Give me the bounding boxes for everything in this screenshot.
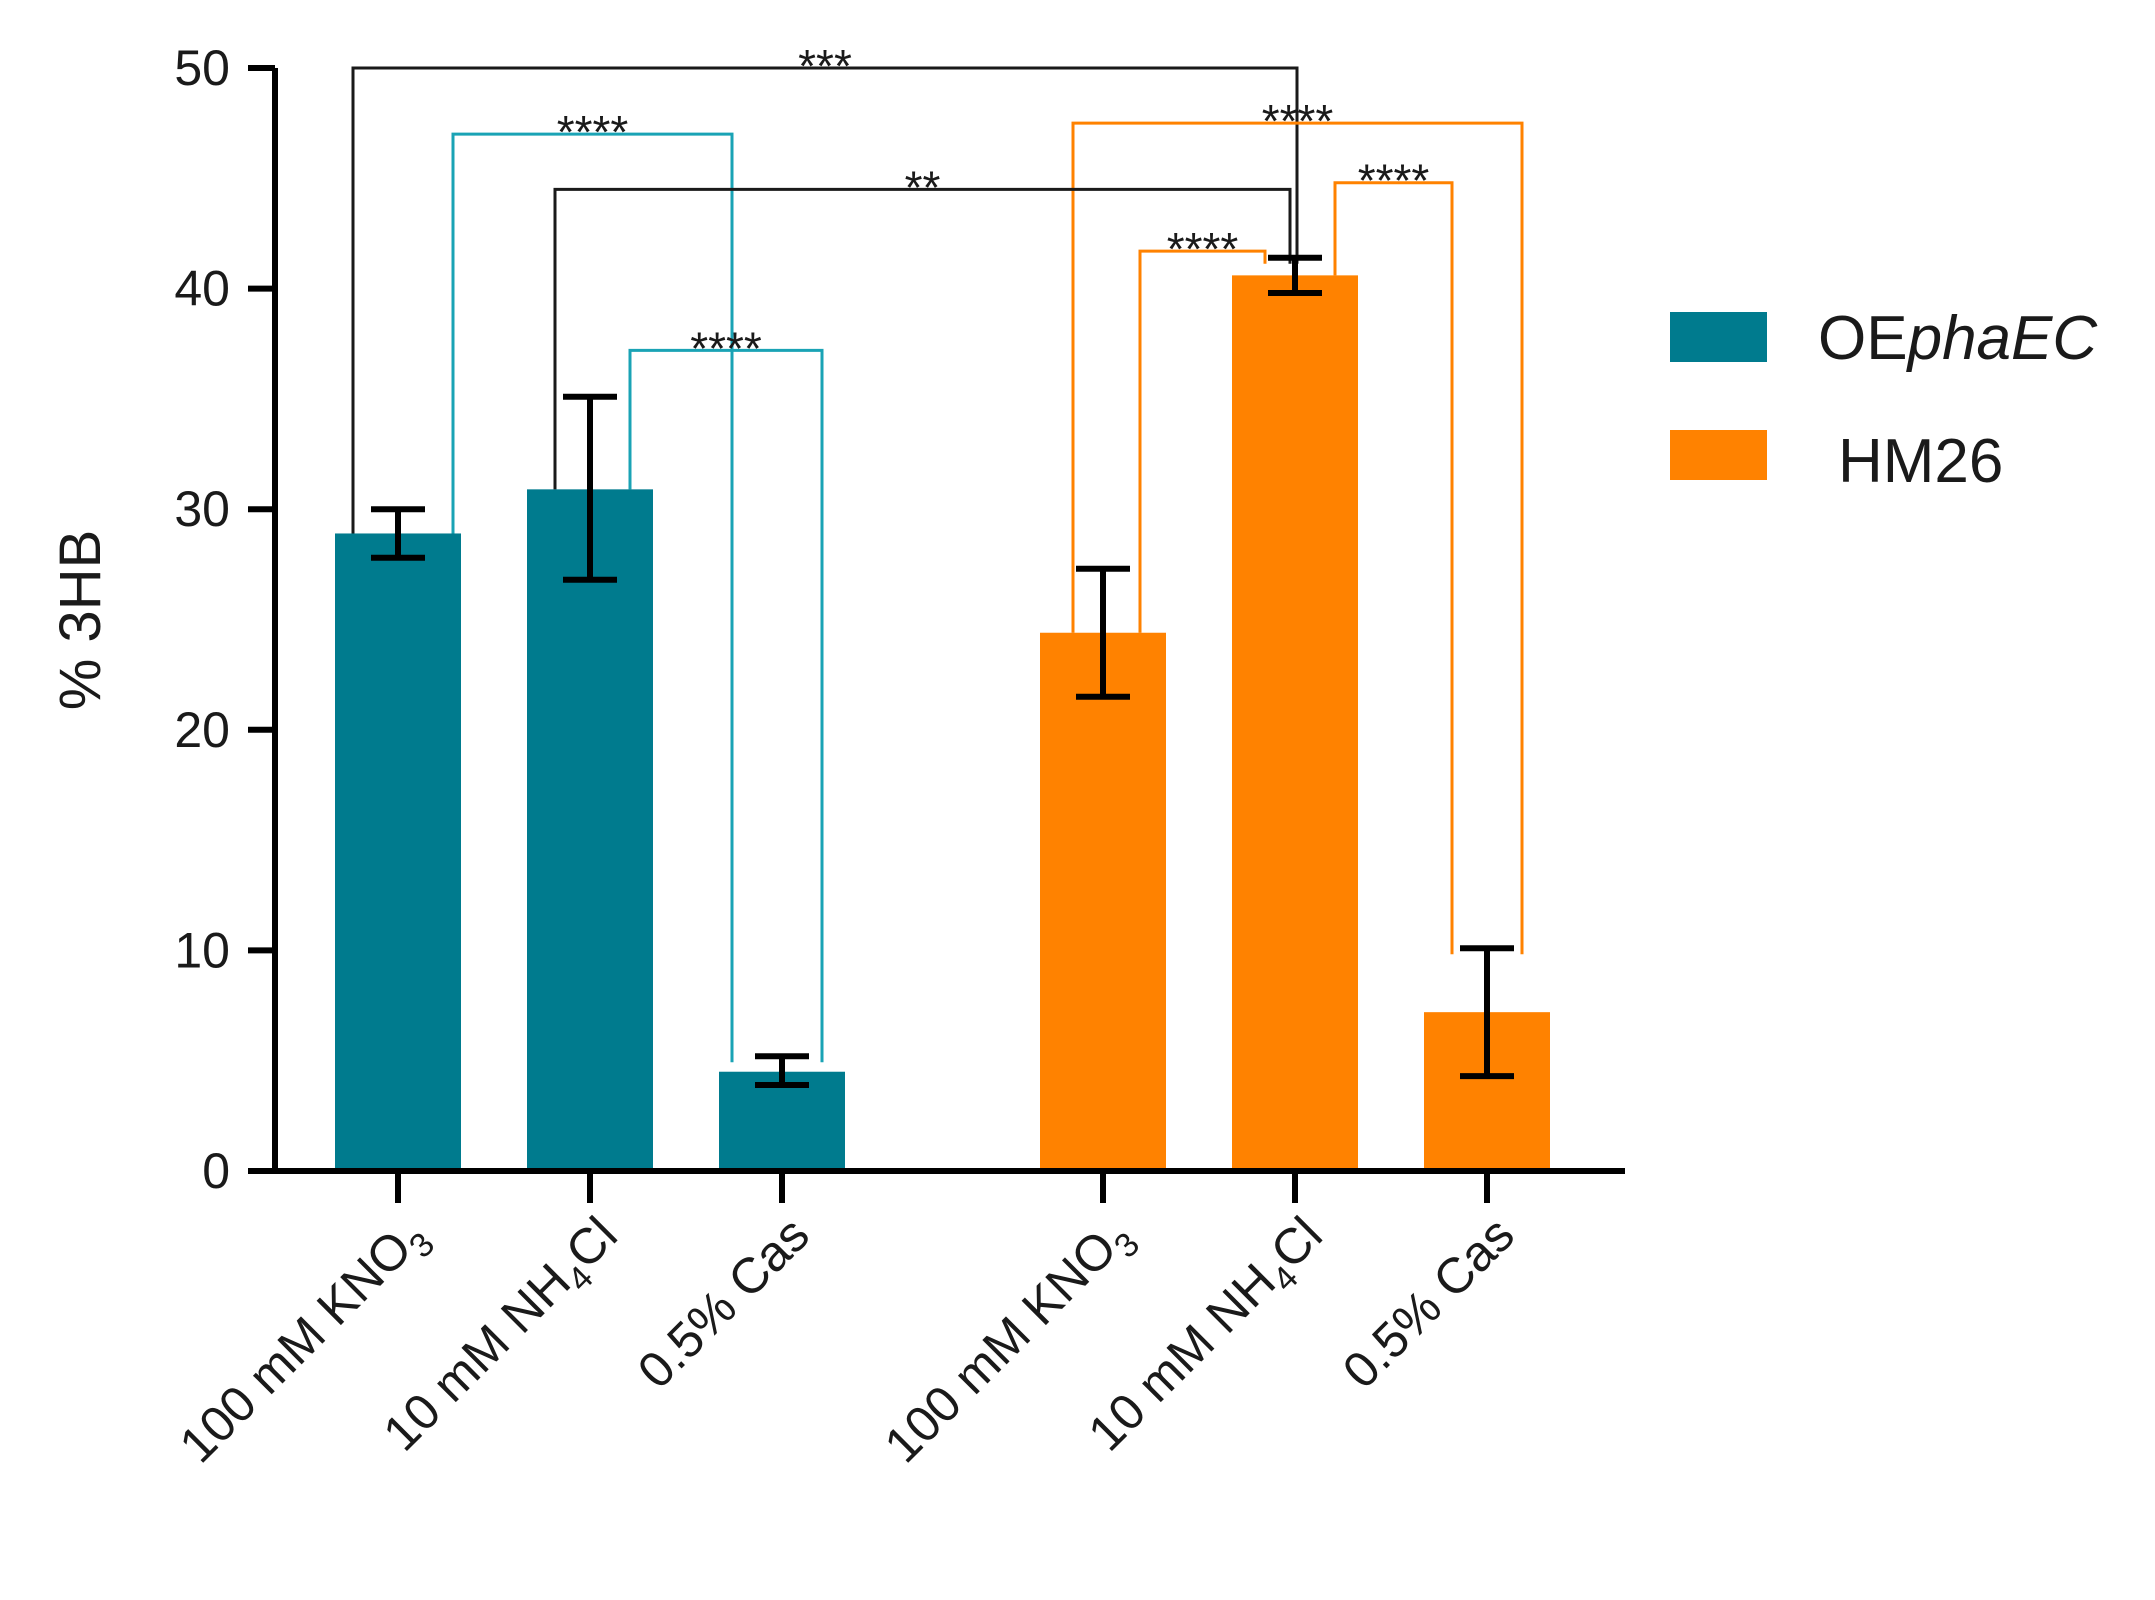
significance-bracket — [1138, 249, 1267, 633]
significance-bracket — [628, 348, 824, 1063]
category-label: 0.5% Cas — [1332, 1206, 1525, 1399]
legend: OEphaEC HM26 — [1670, 304, 2098, 496]
bar — [1040, 632, 1166, 1171]
bar — [719, 1071, 845, 1171]
category-label: 0.5% Cas — [627, 1206, 820, 1399]
significance-stars: **** — [557, 106, 629, 158]
y-tick-label: 40 — [174, 261, 230, 317]
legend-swatch-hm26 — [1670, 430, 1767, 480]
significance-bracket — [1071, 121, 1524, 955]
significance-stars: **** — [1167, 223, 1239, 275]
significance-bracket — [451, 132, 734, 1063]
bar — [1232, 275, 1358, 1171]
axes — [272, 68, 1625, 1174]
bar — [335, 533, 461, 1171]
y-tick-label: 0 — [202, 1143, 230, 1199]
significance-stars: **** — [1262, 95, 1334, 147]
significance-brackets — [351, 66, 1524, 1063]
legend-swatch-oephaec — [1670, 312, 1767, 362]
bar — [527, 489, 653, 1171]
y-ticks: 0 10 20 30 40 50 — [174, 40, 275, 1199]
legend-label-hm26: HM26 — [1838, 427, 2003, 496]
x-ticks — [395, 1171, 1490, 1203]
y-tick-label: 50 — [174, 40, 230, 96]
significance-bracket — [1333, 181, 1454, 955]
significance-bracket — [351, 66, 1299, 534]
significance-labels: ******* ****** ************ — [557, 40, 1430, 374]
significance-stars: *** — [798, 40, 852, 92]
y-tick-label: 10 — [174, 922, 230, 978]
y-tick-label: 20 — [174, 702, 230, 758]
error-bars — [371, 254, 1514, 1088]
significance-bracket — [553, 187, 1292, 490]
significance-stars: ** — [905, 161, 941, 213]
significance-stars: **** — [690, 322, 762, 374]
legend-label-oephaec: OEphaEC — [1818, 304, 2098, 373]
bars — [335, 275, 1550, 1171]
significance-stars: **** — [1358, 155, 1430, 207]
y-tick-label: 30 — [174, 481, 230, 537]
y-axis-label: % 3HB — [48, 530, 113, 711]
